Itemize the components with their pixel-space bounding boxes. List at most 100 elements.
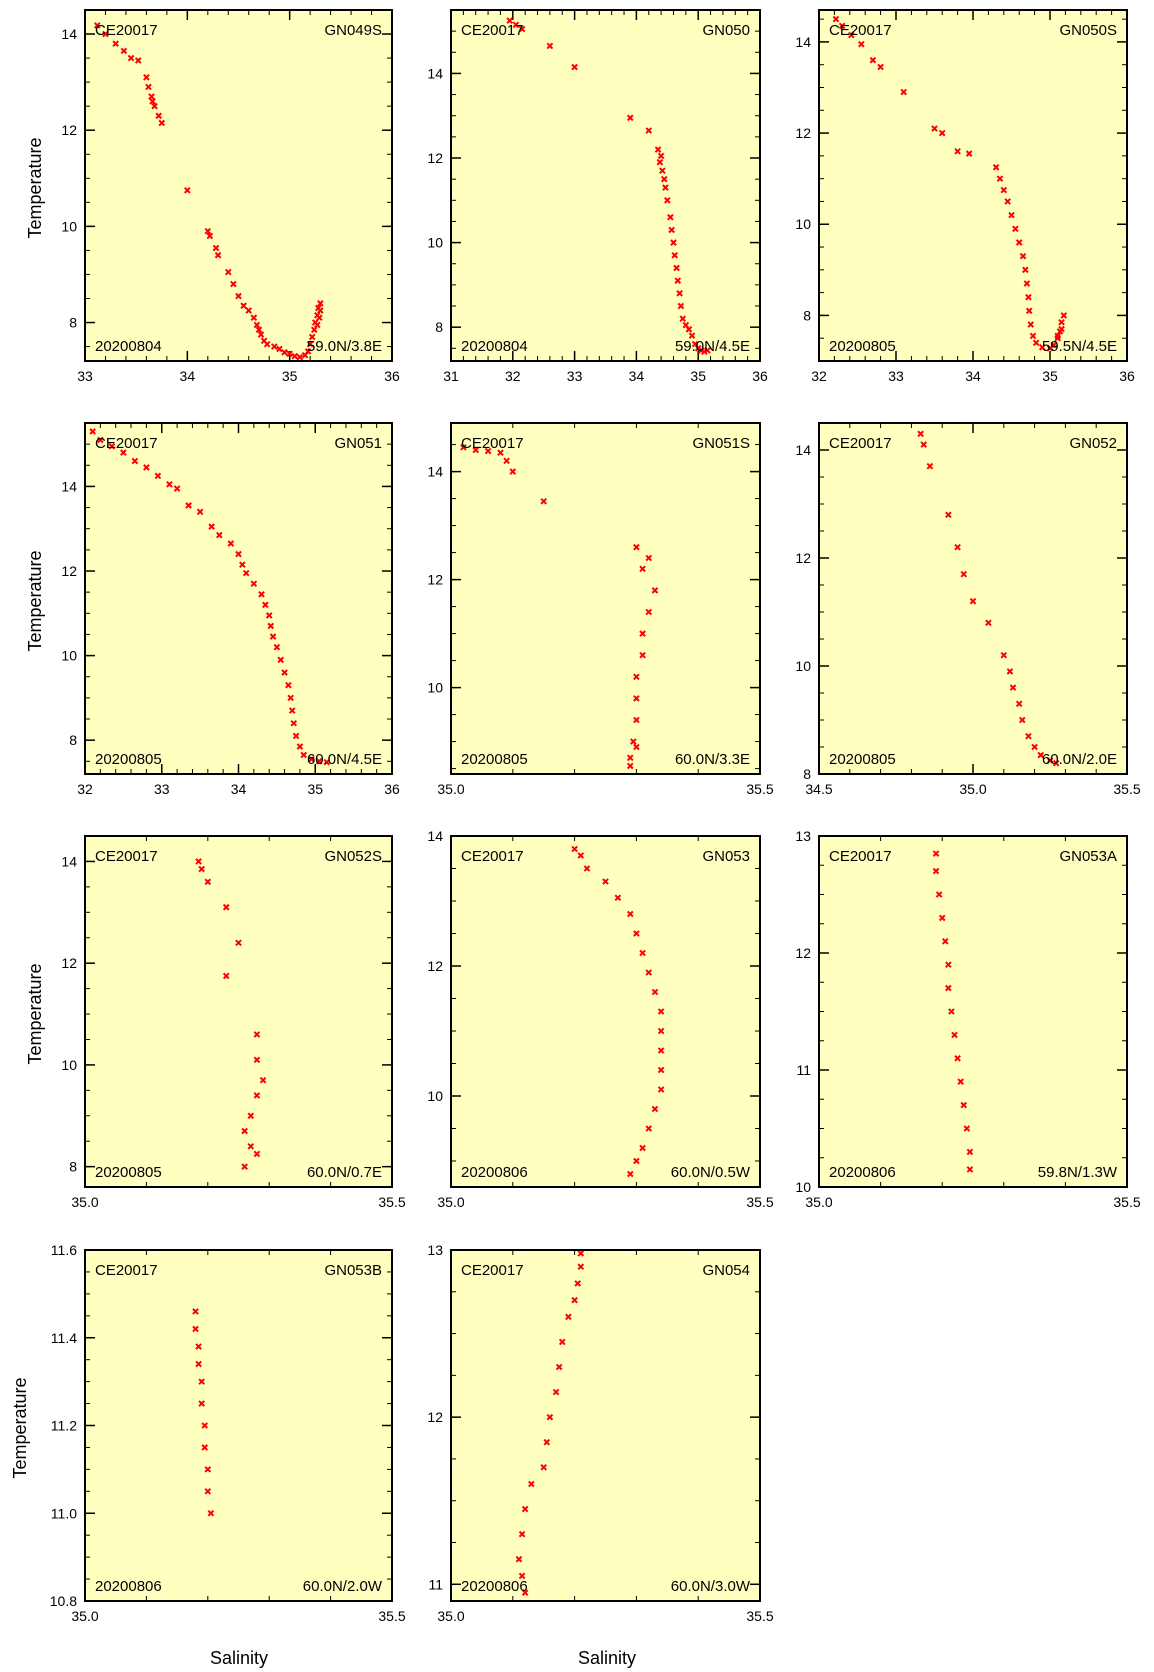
data-point <box>253 1092 261 1099</box>
data-point <box>1012 225 1019 233</box>
data-point <box>657 1027 665 1035</box>
cruise-label: CE20017 <box>95 1262 158 1279</box>
y-axis-label: Temperature <box>25 550 45 651</box>
data-point <box>848 31 855 39</box>
data-point <box>173 485 181 492</box>
plot-area <box>819 836 1127 1187</box>
data-point <box>148 93 155 100</box>
data-point <box>235 550 242 558</box>
data-point <box>155 112 162 120</box>
position-label: 60.0N/0.5W <box>671 1164 751 1181</box>
x-axis-label: Salinity <box>578 1648 636 1668</box>
data-point <box>645 969 653 976</box>
data-point <box>1025 307 1033 315</box>
data-point <box>966 1148 974 1156</box>
data-point <box>645 1125 653 1132</box>
data-point <box>626 114 634 122</box>
data-point <box>253 1056 261 1064</box>
data-point <box>296 353 304 361</box>
panel-gn053: 35.0 35.5 10 12 14 CE20017 GN053 20200806 60.0N/… <box>427 828 773 1210</box>
data-point <box>127 54 135 62</box>
data-point <box>151 102 158 110</box>
data-point <box>313 321 321 329</box>
data-point <box>645 554 653 562</box>
data-point <box>1029 332 1037 340</box>
data-point <box>1015 700 1023 708</box>
station-label: GN049S <box>324 22 382 39</box>
x-tick-label: 33 <box>77 368 93 384</box>
x-axis-labels: Salinity Salinity <box>210 1648 636 1668</box>
plot-area <box>819 423 1127 774</box>
data-point <box>877 63 884 71</box>
data-point <box>651 1105 659 1113</box>
y-tick-label: 13 <box>427 1242 443 1258</box>
y-tick-label: 11 <box>796 1062 811 1078</box>
data-point <box>667 213 674 221</box>
data-point <box>518 25 526 33</box>
data-point <box>204 878 212 886</box>
data-point <box>935 891 943 898</box>
plot-area <box>819 10 1127 361</box>
data-point <box>565 1313 572 1321</box>
y-tick-label: 12 <box>427 958 443 974</box>
date-label: 20200805 <box>95 1164 162 1181</box>
data-point <box>253 321 261 329</box>
y-tick-label: 10 <box>795 658 811 674</box>
data-point <box>571 1296 578 1304</box>
y-tick-label: 10 <box>427 680 443 696</box>
data-point <box>920 441 928 448</box>
data-point <box>938 129 946 137</box>
data-point <box>277 656 285 664</box>
station-label: GN053 <box>702 848 750 865</box>
data-point <box>657 1066 665 1074</box>
date-label: 20200804 <box>95 338 162 355</box>
data-point <box>198 1400 205 1407</box>
data-point <box>639 630 646 637</box>
data-point <box>247 1112 255 1120</box>
x-tick-label: 33 <box>567 368 583 384</box>
y-tick-label: 8 <box>69 1159 77 1175</box>
y-tick-label: 10.8 <box>50 1593 77 1609</box>
station-label: GN052S <box>324 848 382 865</box>
data-point <box>235 939 242 947</box>
data-point <box>204 1466 212 1473</box>
data-point <box>633 673 640 681</box>
plot-frame <box>84 422 393 775</box>
data-point <box>102 30 109 38</box>
data-point <box>281 349 288 356</box>
data-point <box>1037 751 1045 759</box>
cruise-label: CE20017 <box>461 1262 524 1279</box>
x-tick-label: 35.5 <box>1113 781 1140 797</box>
data-point <box>676 290 683 297</box>
data-point <box>966 1166 974 1173</box>
data-point <box>247 1142 255 1150</box>
data-point <box>518 1530 526 1538</box>
data-point <box>626 754 634 762</box>
data-point <box>960 570 968 578</box>
x-tick-label: 35.0 <box>71 1608 98 1624</box>
y-tick-label: 10 <box>427 235 443 251</box>
data-point <box>300 751 308 759</box>
data-point <box>577 852 585 859</box>
data-point <box>656 158 664 166</box>
x-tick-label: 33 <box>888 368 904 384</box>
data-point <box>250 314 258 322</box>
panel-gn050s: 32 33 34 35 36 8 10 12 14 CE20017 GN050S 20200805 59… <box>795 9 1135 384</box>
data-point <box>206 232 214 240</box>
data-point <box>308 755 315 763</box>
data-point <box>287 694 294 702</box>
data-point <box>571 845 578 853</box>
data-point <box>230 280 237 288</box>
plot-frame <box>818 422 1128 775</box>
y-tick-label: 11.6 <box>51 1242 77 1258</box>
data-point <box>89 428 96 435</box>
data-point <box>645 127 653 134</box>
x-tick-label: 35 <box>282 368 298 384</box>
data-point <box>1050 341 1058 349</box>
cruise-label: CE20017 <box>829 848 892 865</box>
y-tick-label: 12 <box>427 150 443 166</box>
data-point <box>503 457 510 465</box>
position-label: 60.0N/4.5E <box>307 751 382 768</box>
data-point <box>1008 211 1015 219</box>
panel-gn052: 34.5 35.0 35.5 8 10 12 14 CE20017 GN052 20200805 6… <box>795 422 1141 797</box>
